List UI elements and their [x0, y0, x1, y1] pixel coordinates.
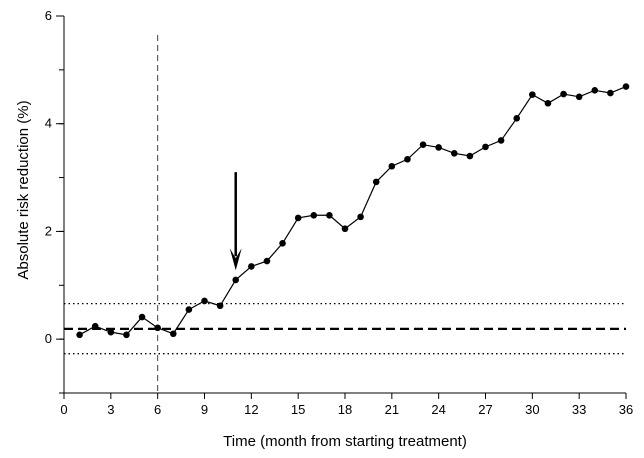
- data-point: [404, 155, 411, 163]
- x-tick-label: 33: [572, 402, 586, 417]
- data-point: [575, 93, 583, 101]
- x-tick-label: 21: [385, 402, 399, 417]
- data-point: [482, 143, 489, 151]
- data-point: [450, 150, 458, 157]
- x-tick-label: 3: [107, 402, 114, 417]
- data-point: [248, 263, 255, 270]
- series-line: [79, 85, 627, 336]
- data-point: [466, 152, 474, 160]
- y-axis-title: Absolute risk reduction (%): [15, 100, 32, 279]
- y-tick-label: 0: [45, 331, 52, 346]
- x-tick-label: 36: [619, 402, 633, 417]
- data-point: [138, 313, 146, 321]
- x-tick-label: 27: [478, 402, 492, 417]
- data-point: [357, 213, 364, 221]
- data-point: [419, 141, 427, 149]
- data-point: [107, 328, 115, 336]
- x-tick-label: 9: [201, 402, 208, 417]
- data-point: [294, 214, 302, 222]
- data-point: [326, 211, 333, 219]
- data-point: [607, 89, 614, 97]
- x-tick-label: 24: [431, 402, 445, 417]
- data-point: [154, 324, 161, 332]
- data-point: [201, 297, 208, 305]
- data-point: [497, 137, 505, 144]
- x-tick-label: 30: [525, 402, 539, 417]
- x-tick-label: 6: [154, 402, 161, 417]
- data-point: [76, 331, 83, 339]
- y-tick-label: 2: [45, 223, 52, 238]
- data-point: [591, 87, 599, 94]
- data-point: [544, 99, 552, 107]
- data-point: [341, 225, 349, 233]
- data-point: [232, 276, 240, 284]
- y-tick-label: 6: [45, 8, 52, 23]
- data-point: [560, 90, 567, 98]
- data-point: [169, 330, 177, 338]
- data-point: [91, 322, 99, 330]
- x-tick-label: 12: [244, 402, 258, 417]
- x-tick-label: 18: [338, 402, 352, 417]
- data-point: [513, 115, 521, 122]
- data-point: [529, 91, 536, 98]
- annotation-arrow-head: [229, 248, 242, 271]
- x-tick-label: 0: [60, 402, 67, 417]
- data-point: [185, 306, 193, 313]
- data-point: [279, 239, 286, 247]
- data-point: [622, 83, 630, 90]
- data-point: [123, 331, 130, 339]
- x-tick-label: 15: [291, 402, 305, 417]
- y-tick-label: 4: [45, 116, 52, 131]
- x-axis-title: Time (month from starting treatment): [223, 433, 467, 450]
- data-point: [216, 302, 224, 310]
- data-point: [435, 144, 442, 151]
- data-point: [372, 178, 380, 186]
- data-point: [388, 162, 396, 170]
- data-point: [310, 211, 318, 219]
- data-point: [263, 257, 271, 265]
